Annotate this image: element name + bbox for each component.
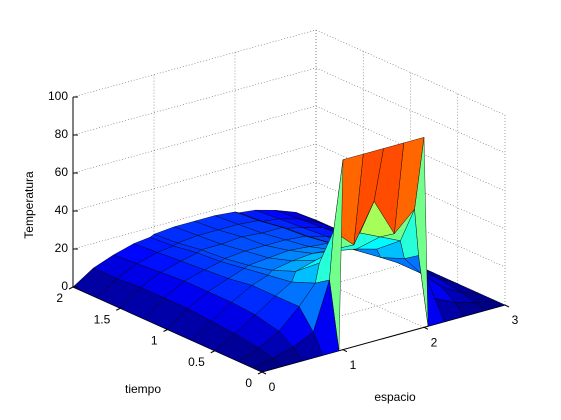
x-tick-label: 2 — [431, 336, 438, 350]
grid-line — [72, 143, 317, 212]
surface — [72, 137, 506, 373]
x-tick — [423, 326, 429, 330]
z-tick-label: 0 — [61, 279, 68, 293]
y-axis-label: tiempo — [125, 382, 161, 396]
labels: Temperatura tiempo espacio 0 1 2 3 0 0.5 1 1.5 2… — [22, 89, 518, 404]
z-tick-label: 40 — [55, 203, 69, 217]
y-tick — [68, 286, 74, 290]
y-tick-label: 1.5 — [94, 312, 111, 326]
y-tick-label: 1 — [151, 334, 158, 348]
x-tick — [261, 371, 267, 375]
x-tick-label: 3 — [512, 313, 519, 327]
y-tick-label: 2 — [56, 291, 63, 305]
x-tick — [504, 304, 510, 308]
y-tick-label: 0 — [245, 376, 252, 390]
z-tick-label: 20 — [55, 241, 69, 255]
z-axis-label: Temperatura — [22, 171, 36, 239]
y-tick — [163, 329, 168, 332]
z-tick-label: 80 — [55, 127, 69, 141]
z-tick-label: 100 — [48, 89, 68, 103]
x-axis-label: espacio — [374, 390, 416, 404]
grid-line — [72, 105, 317, 174]
z-tick-label: 60 — [55, 165, 69, 179]
y-tick — [257, 371, 263, 375]
y-tick-label: 0.5 — [188, 355, 205, 369]
y-tick — [210, 350, 215, 354]
grid-line — [72, 181, 317, 250]
x-tick-label: 0 — [269, 380, 276, 394]
x-tick — [342, 349, 348, 353]
surface-patch — [252, 358, 283, 373]
x-tick-label: 1 — [350, 358, 357, 372]
grid-line — [72, 29, 317, 98]
y-tick — [116, 307, 121, 311]
grid-line — [72, 67, 317, 136]
